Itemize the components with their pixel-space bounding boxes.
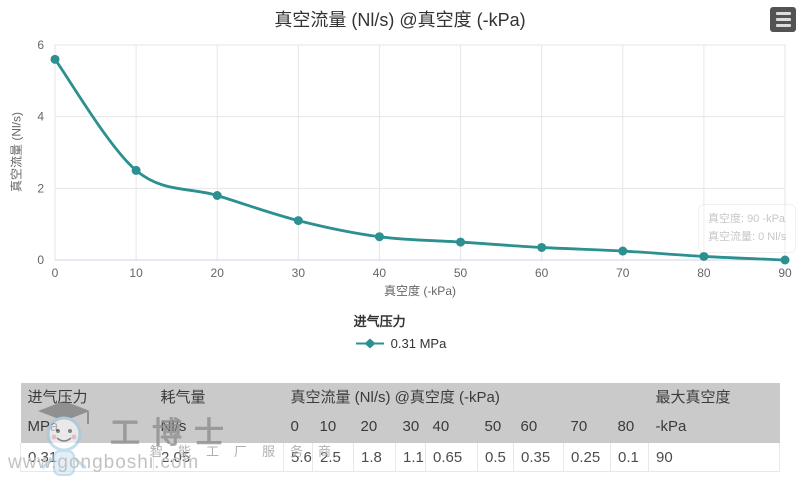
y-tick-label: 2 [37,181,44,195]
x-tick-label: 80 [697,266,711,280]
x-axis-title: 真空度 (-kPa) [383,284,456,298]
table-group-header: 进气压力 [20,383,154,410]
diamond-line-marker-icon [355,338,384,349]
data-point-marker[interactable] [50,54,60,64]
table-unit-header: 70 [563,410,611,443]
y-tick-label: 6 [37,38,44,52]
x-tick-label: 40 [373,266,387,280]
hamburger-menu-icon [775,24,791,27]
table-unit-header: Nl/s [153,410,284,443]
table-unit-header: 40 [425,410,478,443]
table-unit-header: 80 [610,410,649,443]
table-cell: 2.5 [312,443,354,472]
y-axis-title: 真空流量 (Nl/s) [9,112,24,192]
table-unit-row: MPa Nl/s 0 10 20 30 40 50 60 70 80 -kPa [20,410,780,443]
table-group-header: 最大真空度 [648,383,780,410]
table-unit-header: 50 [477,410,514,443]
table-cell: 0.65 [425,443,478,472]
x-tick-label: 0 [52,266,59,280]
data-point-marker[interactable] [456,237,466,247]
table-cell: 0.35 [513,443,564,472]
hamburger-menu-icon [775,18,791,21]
x-tick-label: 60 [535,266,549,280]
data-point-marker[interactable] [780,255,790,265]
hamburger-menu-icon [775,12,791,15]
table-group-header: 耗气量 [153,383,284,410]
table-group-header: 真空流量 (Nl/s) @真空度 (-kPa) [283,383,649,410]
legend-title: 进气压力 [353,314,406,329]
y-tick-label: 4 [37,110,44,124]
data-point-marker[interactable] [618,246,628,256]
legend: 进气压力 0.31 MPa [0,311,800,351]
x-tick-label: 20 [211,266,225,280]
series-line [53,58,786,262]
legend-item-series[interactable]: 0.31 MPa [354,336,447,351]
data-point-marker[interactable] [374,232,384,242]
table-cell: 0.25 [563,443,611,472]
table-unit-header: 60 [513,410,564,443]
table-cell: 0.31 [20,443,154,472]
x-tick-label: 10 [129,266,143,280]
table-unit-header: -kPa [648,410,780,443]
table-cell: 1.1 [395,443,426,472]
legend-item-label: 0.31 MPa [390,336,447,351]
data-point-marker[interactable] [699,251,709,261]
plot-area: 0 10 20 30 40 50 60 70 80 90 0 2 4 6 [37,38,792,280]
spec-table: 进气压力 耗气量 真空流量 (Nl/s) @真空度 (-kPa) 最大真空度 MPa N… [20,383,780,472]
table-cell: 1.8 [353,443,396,472]
table-cell: 5.6 [283,443,313,472]
table-unit-header: 20 [353,410,396,443]
table-cell: 90 [648,443,780,472]
table-data-row: 0.31 2.05 5.6 2.5 1.8 1.1 0.65 0.5 0.35 0.25 0.1 90 [20,443,780,472]
table-unit-header: MPa [20,410,154,443]
table-unit-header: 0 [283,410,313,443]
table-cell: 2.05 [153,443,284,472]
x-tick-label: 30 [292,266,306,280]
table-cell: 0.1 [610,443,649,472]
data-point-marker[interactable] [293,216,303,226]
table-cell: 0.5 [477,443,514,472]
table-unit-header: 30 [395,410,426,443]
chart-context-menu-button[interactable] [770,7,796,32]
data-point-marker[interactable] [212,191,222,200]
table-unit-header: 10 [312,410,354,443]
data-point-marker[interactable] [537,242,547,252]
x-tick-label: 50 [454,266,468,280]
x-tick-label: 70 [616,266,630,280]
table-group-header-row: 进气压力 耗气量 真空流量 (Nl/s) @真空度 (-kPa) 最大真空度 [20,383,780,410]
data-point-marker[interactable] [131,165,141,175]
y-tick-label: 0 [37,253,44,267]
x-tick-label: 90 [778,266,792,280]
chart-title: 真空流量 (Nl/s) @真空度 (-kPa) [274,10,526,30]
